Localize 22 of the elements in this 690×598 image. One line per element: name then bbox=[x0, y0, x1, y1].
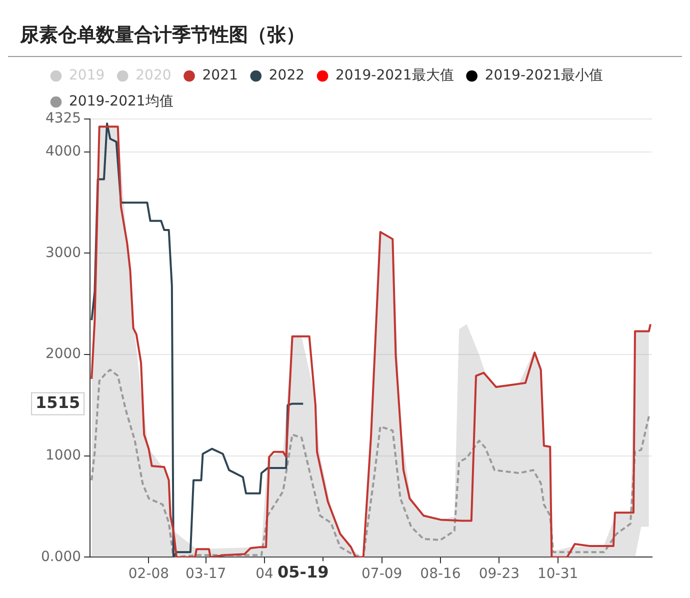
x-tick-label: 03-17 bbox=[186, 566, 226, 582]
legend-label: 2021 bbox=[202, 68, 238, 84]
x-tick-label: 07-09 bbox=[362, 566, 402, 582]
legend-label: 2022 bbox=[268, 68, 305, 84]
text: 05-19 bbox=[278, 562, 329, 582]
chart-title: 尿素仓单数量合计季节性图（张） bbox=[8, 8, 682, 57]
y-tick-label: 2000 bbox=[45, 346, 82, 362]
x-tick-label: 08-16 bbox=[420, 566, 461, 582]
legend-label: 2019-2021均值 bbox=[69, 94, 174, 110]
legend-label: 2019-2021最大值 bbox=[336, 68, 454, 84]
x-tick-label: 10-31 bbox=[537, 566, 578, 582]
legend-label: 2019-2021最小值 bbox=[484, 68, 604, 84]
y-tick-label: 1000 bbox=[45, 448, 82, 464]
line-series bbox=[90, 368, 650, 558]
x-tick-label: 09-23 bbox=[478, 566, 520, 582]
x-tick-label: 02-08 bbox=[128, 566, 170, 582]
x-tick-label: 04 bbox=[256, 566, 274, 582]
y-tick-label: 0.000 bbox=[40, 548, 82, 565]
text: 1515 bbox=[36, 392, 80, 412]
y-tick-label: 3000 bbox=[45, 244, 82, 261]
y-tick-label: 4000 bbox=[45, 144, 82, 160]
y-tick-label: 4325 bbox=[45, 110, 82, 127]
